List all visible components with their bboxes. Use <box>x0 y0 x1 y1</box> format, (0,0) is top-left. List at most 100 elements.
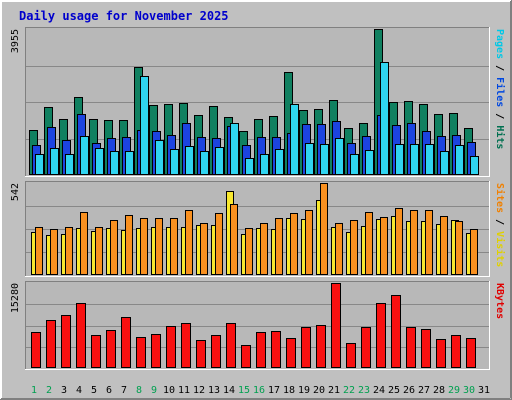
day-label-11: 11 <box>178 385 190 396</box>
bar-kbytes-day-4 <box>76 303 86 368</box>
bar-sites-day-25 <box>395 208 403 275</box>
bar-kbytes-day-27 <box>421 329 431 368</box>
legend-item-mid-2: Visits <box>494 231 506 267</box>
bar-pages-day-6 <box>110 151 119 175</box>
bar-sites-day-2 <box>50 229 58 275</box>
legend-item-mid-0: Sites <box>494 183 506 213</box>
day-label-4: 4 <box>76 385 82 396</box>
bar-sites-day-27 <box>425 210 433 275</box>
bar-pages-day-14 <box>230 123 239 175</box>
bar-sites-day-14 <box>230 204 238 275</box>
day-label-24: 24 <box>373 385 385 396</box>
bar-sites-day-10 <box>170 218 178 275</box>
max-label-mid: 542 <box>10 183 21 201</box>
day-label-10: 10 <box>163 385 175 396</box>
max-label-bot: 15280 <box>10 283 21 313</box>
bar-pages-day-28 <box>440 151 449 175</box>
bar-sites-day-22 <box>350 220 358 275</box>
bar-pages-day-13 <box>215 147 224 175</box>
legend-item-top-4: Hits <box>494 125 506 149</box>
bar-pages-day-29 <box>455 145 464 175</box>
day-label-20: 20 <box>313 385 325 396</box>
bar-sites-day-6 <box>110 220 118 275</box>
bar-kbytes-day-1 <box>31 332 41 368</box>
bar-sites-day-19 <box>305 210 313 275</box>
day-label-30: 30 <box>463 385 475 396</box>
legend-item-top-1: / <box>494 59 505 77</box>
bar-kbytes-day-29 <box>451 335 461 368</box>
bar-kbytes-day-12 <box>196 340 206 368</box>
bar-kbytes-day-24 <box>376 303 386 368</box>
bar-pages-day-1 <box>35 154 44 175</box>
day-label-17: 17 <box>268 385 280 396</box>
legend-item-top-2: Files <box>494 77 506 107</box>
bar-kbytes-day-28 <box>436 339 446 368</box>
bar-kbytes-day-6 <box>106 330 116 368</box>
bar-sites-day-12 <box>200 223 208 275</box>
bar-sites-day-5 <box>95 227 103 275</box>
legend-top: Pages / Files / Hits <box>494 29 506 149</box>
bar-kbytes-day-9 <box>151 334 161 368</box>
bar-kbytes-day-16 <box>256 332 266 368</box>
bar-kbytes-day-11 <box>181 323 191 368</box>
bar-sites-day-1 <box>35 227 43 275</box>
bar-sites-day-29 <box>455 221 463 275</box>
day-label-13: 13 <box>208 385 220 396</box>
bar-sites-day-28 <box>440 216 448 275</box>
day-label-22: 22 <box>343 385 355 396</box>
bar-sites-day-17 <box>275 218 283 275</box>
legend-bot: KBytes <box>494 283 505 319</box>
day-label-14: 14 <box>223 385 235 396</box>
bar-sites-day-13 <box>215 213 223 275</box>
bar-pages-day-12 <box>200 151 209 175</box>
day-label-12: 12 <box>193 385 205 396</box>
day-label-2: 2 <box>46 385 52 396</box>
day-label-29: 29 <box>448 385 460 396</box>
bar-pages-day-3 <box>65 154 74 175</box>
bar-sites-day-11 <box>185 210 193 275</box>
bar-pages-day-20 <box>320 144 329 175</box>
bar-sites-day-3 <box>65 227 73 275</box>
legend-item-top-3: / <box>494 107 505 125</box>
bar-kbytes-day-21 <box>331 283 341 368</box>
bar-kbytes-day-8 <box>136 337 146 368</box>
bar-kbytes-day-10 <box>166 326 176 368</box>
day-label-21: 21 <box>328 385 340 396</box>
day-label-1: 1 <box>31 385 37 396</box>
bar-pages-day-24 <box>380 62 389 175</box>
bar-pages-day-2 <box>50 148 59 175</box>
bar-kbytes-day-17 <box>271 331 281 368</box>
bar-pages-day-11 <box>185 146 194 175</box>
day-label-25: 25 <box>388 385 400 396</box>
bar-pages-day-15 <box>245 158 254 175</box>
bar-kbytes-day-2 <box>46 320 56 368</box>
day-label-8: 8 <box>136 385 142 396</box>
legend-item-mid-1: / <box>494 213 505 231</box>
bar-sites-day-4 <box>80 212 88 275</box>
bar-pages-day-18 <box>290 104 299 175</box>
bar-sites-day-16 <box>260 223 268 275</box>
bar-pages-day-17 <box>275 149 284 175</box>
bar-sites-day-26 <box>410 210 418 275</box>
bar-sites-day-20 <box>320 183 328 275</box>
day-label-6: 6 <box>106 385 112 396</box>
day-label-15: 15 <box>238 385 250 396</box>
bar-pages-day-21 <box>335 138 344 175</box>
day-label-7: 7 <box>121 385 127 396</box>
bar-sites-day-30 <box>470 229 478 275</box>
bar-sites-day-23 <box>365 212 373 275</box>
bar-kbytes-day-22 <box>346 343 356 368</box>
chart-title: Daily usage for November 2025 <box>19 9 229 23</box>
day-label-9: 9 <box>151 385 157 396</box>
bar-sites-day-9 <box>155 218 163 275</box>
day-label-3: 3 <box>61 385 67 396</box>
bar-pages-day-8 <box>140 76 149 175</box>
bar-pages-day-26 <box>410 144 419 175</box>
bar-kbytes-day-30 <box>466 338 476 368</box>
panel-top: 3955 Pages / Files / Hits <box>10 27 506 177</box>
bar-pages-day-5 <box>95 148 104 175</box>
bar-pages-day-10 <box>170 149 179 175</box>
bar-pages-day-19 <box>305 143 314 175</box>
day-label-16: 16 <box>253 385 265 396</box>
